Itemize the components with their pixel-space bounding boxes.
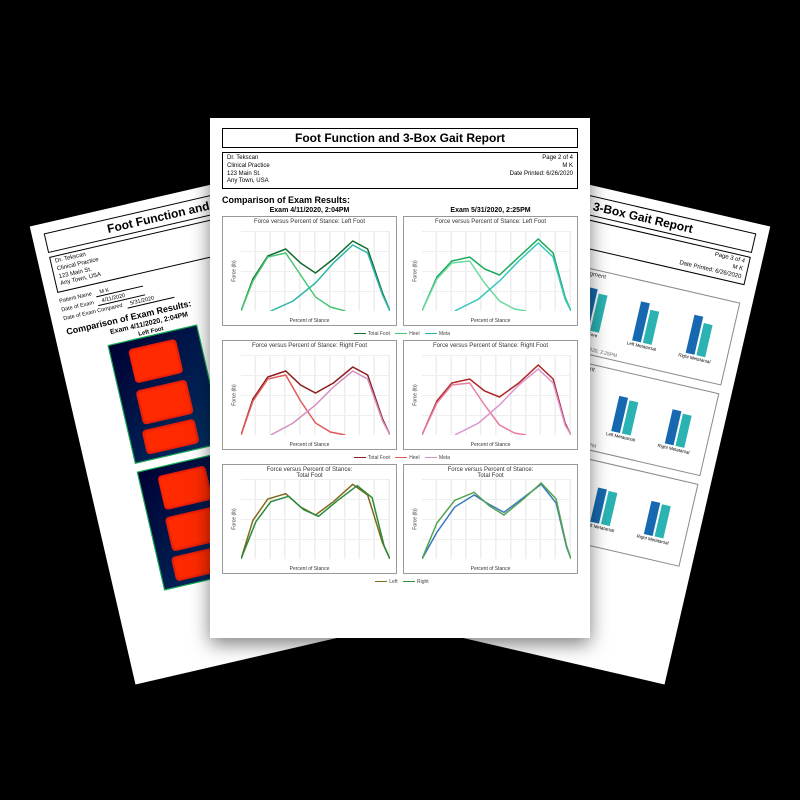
chart-right-foot-a: Force versus Percent of Stance: Right Fo… bbox=[222, 340, 397, 450]
chart-left-foot-a: Force versus Percent of Stance: Left Foo… bbox=[222, 216, 397, 326]
chart-legend: Total Foot Heel Meta bbox=[222, 455, 578, 461]
clinic-line: Dr. Tekscan bbox=[227, 155, 270, 163]
clinic-line: 123 Main St. bbox=[227, 171, 270, 179]
exam-heading: Exam 4/11/2020, 2:04PM bbox=[222, 207, 397, 214]
chart-legend: Total Foot Heel Meta bbox=[222, 331, 578, 337]
exam-heading: Exam 5/31/2020, 2:25PM bbox=[403, 207, 578, 214]
section-heading: Comparison of Exam Results: bbox=[222, 195, 578, 205]
chart-total-foot-a: Force versus Percent of Stance: Total Fo… bbox=[222, 464, 397, 574]
bar-group: Left Metatarsal bbox=[616, 293, 677, 356]
chart-total-foot-b: Force versus Percent of Stance: Total Fo… bbox=[403, 464, 578, 574]
chart-right-foot-b: Force versus Percent of Stance: Right Fo… bbox=[403, 340, 578, 450]
pressure-heatmap bbox=[107, 325, 224, 465]
date-printed: Date Printed: 6/26/2020 bbox=[510, 171, 573, 179]
bar-group: Left Metatarsal bbox=[595, 383, 656, 446]
bar-group: Right Metatarsal bbox=[669, 305, 730, 368]
report-page-2: Foot Function and 3-Box Gait Report Dr. … bbox=[210, 118, 590, 638]
clinic-line: Clinical Practice bbox=[227, 163, 270, 171]
chart-legend: Left Right bbox=[222, 579, 578, 585]
page-number: Page 2 of 4 bbox=[510, 155, 573, 163]
patient-initials: M K bbox=[510, 163, 573, 171]
bar-group: Right Metatarsal bbox=[648, 396, 709, 459]
clinic-line: Any Town, USA bbox=[227, 178, 270, 186]
bar-group: Right Metatarsal bbox=[627, 486, 688, 549]
page-title: Foot Function and 3-Box Gait Report bbox=[222, 128, 578, 148]
page-header: Dr. Tekscan Clinical Practice 123 Main S… bbox=[222, 152, 578, 189]
chart-left-foot-b: Force versus Percent of Stance: Left Foo… bbox=[403, 216, 578, 326]
